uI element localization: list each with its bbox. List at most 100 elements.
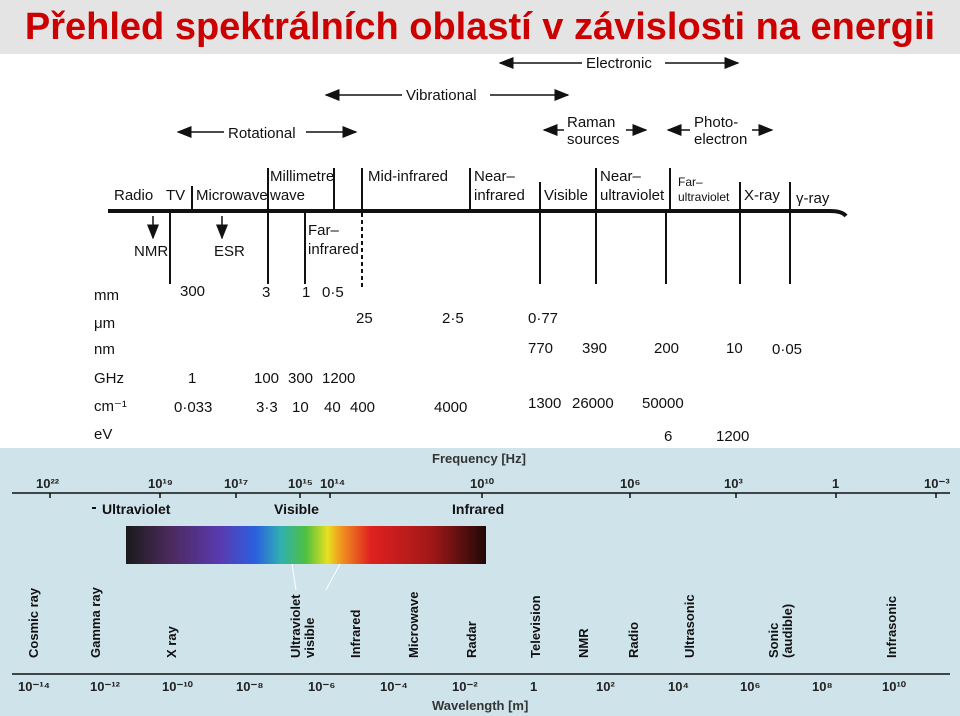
category-label: NMR (576, 628, 591, 658)
um-value: 25 (356, 310, 373, 327)
unit-ev: eV (94, 426, 112, 443)
photoelectron-label-1: Photo- (694, 114, 738, 131)
wavelength-tick: 10⁻⁴ (380, 679, 408, 694)
frequency-tick: 10²² (36, 476, 60, 491)
frequency-tick: 10⁶ (620, 476, 640, 491)
microwave-label: Microwave (196, 187, 268, 204)
band-visible: Visible (274, 501, 319, 517)
raman-label-1: Raman (567, 114, 615, 131)
nm-value: 770 (528, 340, 553, 357)
frequency-tick: 10³ (724, 476, 743, 491)
unit-cm: cm⁻¹ (94, 398, 127, 415)
radio-label: Radio (114, 187, 153, 204)
category-label: Infrasonic (884, 596, 899, 658)
cm-value: 40 (324, 399, 341, 416)
category-label: Radio (626, 622, 641, 658)
unit-nm: nm (94, 341, 115, 358)
cm-value: 4000 (434, 399, 467, 416)
near-uv-label-2: ultraviolet (600, 187, 665, 204)
upper-spectrum-diagram: Electronic Vibrational Rotational Raman … (94, 55, 848, 445)
cm-value: 10 (292, 399, 309, 416)
mm-value: 3 (262, 284, 270, 301)
wave-label: wave (269, 187, 305, 204)
far-infrared-label-2: infrared (308, 241, 359, 258)
mm-value: 300 (180, 283, 205, 300)
cm-value: 50000 (642, 395, 684, 412)
wavelength-tick: 10¹⁰ (882, 679, 907, 694)
unit-um: μm (94, 315, 115, 332)
unit-mm: mm (94, 287, 119, 304)
ev-value: 6 (664, 428, 672, 445)
cm-value: 1300 (528, 395, 561, 412)
wavelength-tick: 10⁻¹⁰ (162, 679, 194, 694)
category-label: Ultrasonic (682, 594, 697, 658)
category-label: Sonic (766, 623, 781, 658)
frequency-tick: 10¹⁹ (148, 476, 173, 491)
nm-value: 10 (726, 340, 743, 357)
tv-label: TV (166, 187, 185, 204)
ghz-value: 300 (288, 370, 313, 387)
ev-value: 1200 (716, 428, 749, 445)
cm-value: 400 (350, 399, 375, 416)
mid-infrared-label: Mid-infrared (368, 168, 448, 185)
vibrational-range-label: Vibrational (406, 87, 477, 104)
near-uv-label-1: Near– (600, 168, 642, 185)
spectrum-gradient-bar (126, 526, 486, 564)
frequency-axis-label: Frequency [Hz] (432, 451, 526, 466)
near-infrared-label-1: Near– (474, 168, 516, 185)
frequency-tick: 10¹⁵ (288, 476, 313, 491)
raman-label-2: sources (567, 131, 620, 148)
near-infrared-label-2: infrared (474, 187, 525, 204)
lower-spectrum-panel: Frequency [Hz] 10²² 10¹⁹ 10¹⁷ 10¹⁵ 10¹⁴ … (0, 448, 960, 716)
mm-value: 1 (302, 284, 310, 301)
wavelength-tick: 10² (596, 679, 615, 694)
title-bar (0, 0, 960, 54)
cm-value: 3·3 (256, 399, 278, 416)
cm-value: 26000 (572, 395, 614, 412)
far-uv-label-1: Far– (678, 175, 703, 189)
ghz-value: 100 (254, 370, 279, 387)
nm-value: 200 (654, 340, 679, 357)
category-label: Microwave (406, 592, 421, 658)
wavelength-tick: 10⁻² (452, 679, 478, 694)
wavelength-tick: 10⁻¹² (90, 679, 121, 694)
millimetre-label: Millimetre (270, 168, 334, 185)
photoelectron-label-2: electron (694, 131, 747, 148)
nmr-label: NMR (134, 243, 168, 260)
unit-ghz: GHz (94, 370, 124, 387)
frequency-tick: 10⁻³ (924, 476, 950, 491)
nm-value: 0·05 (772, 341, 802, 358)
far-uv-label-2: ultraviolet (678, 190, 730, 204)
wavelength-axis-label: Wavelength [m] (432, 698, 528, 713)
category-label: Television (528, 595, 543, 658)
wavelength-tick: 10⁻⁸ (236, 679, 263, 694)
frequency-tick: 10¹⁰ (470, 476, 495, 491)
frequency-tick: 10¹⁷ (224, 476, 248, 491)
frequency-tick: 1 (832, 476, 839, 491)
mm-value: 0·5 (322, 284, 344, 301)
category-label: Infrared (348, 610, 363, 658)
far-infrared-label-1: Far– (308, 222, 340, 239)
category-label: X ray (164, 625, 179, 658)
category-label: Radar (464, 621, 479, 658)
wavelength-tick: 10⁶ (740, 679, 760, 694)
category-label: Gamma ray (88, 586, 103, 658)
xray-label: X-ray (744, 187, 780, 204)
category-label: visible (302, 618, 317, 658)
ghz-value: 1 (188, 370, 196, 387)
wavelength-tick: 10⁸ (812, 679, 833, 694)
nm-value: 390 (582, 340, 607, 357)
category-label: (audible) (780, 604, 795, 658)
category-label: Ultraviolet (288, 594, 303, 658)
electronic-range-label: Electronic (586, 55, 652, 72)
wavelength-tick: 10⁻¹⁴ (18, 679, 50, 694)
frequency-tick: 10¹⁴ (320, 476, 345, 491)
visible-label: Visible (544, 187, 588, 204)
band-infrared: Infrared (452, 501, 504, 517)
page-title: Přehled spektrálních oblastí v závislost… (24, 6, 936, 48)
cm-value: 0·033 (174, 399, 212, 416)
um-value: 2·5 (442, 310, 464, 327)
gamma-label: γ-ray (796, 190, 830, 207)
esr-label: ESR (214, 243, 245, 260)
band-ultraviolet: Ultraviolet (102, 501, 171, 517)
